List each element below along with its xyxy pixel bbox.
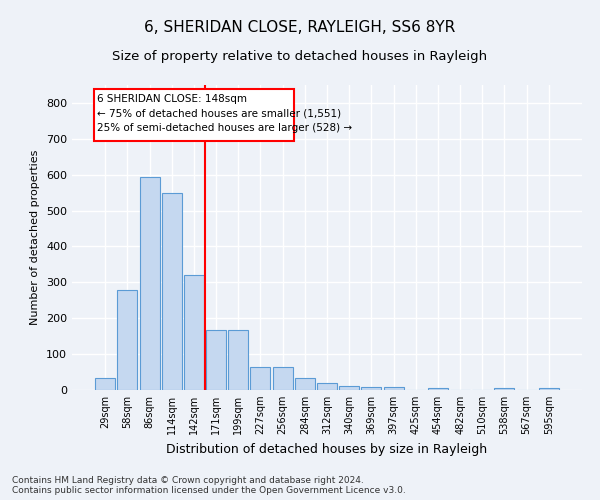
Text: Contains HM Land Registry data © Crown copyright and database right 2024.
Contai: Contains HM Land Registry data © Crown c…	[12, 476, 406, 495]
Bar	[206, 330, 226, 390]
Bar	[250, 366, 271, 390]
Bar	[317, 383, 337, 390]
Text: ← 75% of detached houses are smaller (1,551): ← 75% of detached houses are smaller (1,…	[97, 108, 341, 118]
X-axis label: Distribution of detached houses by size in Rayleigh: Distribution of detached houses by size …	[166, 442, 488, 456]
Y-axis label: Number of detached properties: Number of detached properties	[31, 150, 40, 325]
Bar	[162, 192, 182, 390]
Bar	[383, 387, 404, 390]
Bar	[118, 290, 137, 390]
Text: Size of property relative to detached houses in Rayleigh: Size of property relative to detached ho…	[112, 50, 488, 63]
FancyBboxPatch shape	[94, 88, 294, 141]
Bar	[361, 387, 382, 390]
Bar	[494, 388, 514, 390]
Text: 25% of semi-detached houses are larger (528) →: 25% of semi-detached houses are larger (…	[97, 122, 353, 132]
Bar	[539, 388, 559, 390]
Bar	[184, 275, 204, 390]
Bar	[272, 366, 293, 390]
Bar	[228, 330, 248, 390]
Bar	[295, 378, 315, 390]
Text: 6 SHERIDAN CLOSE: 148sqm: 6 SHERIDAN CLOSE: 148sqm	[97, 94, 247, 104]
Bar	[428, 388, 448, 390]
Bar	[339, 386, 359, 390]
Bar	[140, 177, 160, 390]
Text: 6, SHERIDAN CLOSE, RAYLEIGH, SS6 8YR: 6, SHERIDAN CLOSE, RAYLEIGH, SS6 8YR	[145, 20, 455, 35]
Bar	[95, 378, 115, 390]
